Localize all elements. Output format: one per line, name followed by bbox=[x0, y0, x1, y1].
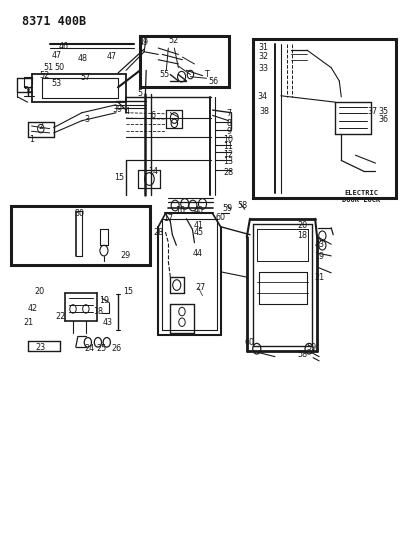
Text: 14: 14 bbox=[148, 166, 158, 175]
Text: 8371 400B: 8371 400B bbox=[21, 14, 85, 28]
Text: T: T bbox=[205, 70, 209, 79]
Text: 57: 57 bbox=[80, 72, 90, 82]
Text: 24: 24 bbox=[84, 344, 94, 353]
Text: 35: 35 bbox=[378, 107, 388, 116]
Text: 33: 33 bbox=[259, 64, 269, 72]
Text: 18: 18 bbox=[297, 231, 307, 240]
Text: 44: 44 bbox=[193, 249, 202, 259]
Text: 16: 16 bbox=[175, 206, 185, 215]
Text: 28: 28 bbox=[153, 228, 163, 237]
Text: 38: 38 bbox=[260, 107, 270, 116]
Text: 19: 19 bbox=[99, 296, 109, 305]
Text: 58: 58 bbox=[238, 201, 248, 210]
Text: 18: 18 bbox=[93, 306, 103, 316]
Text: 31: 31 bbox=[259, 43, 269, 52]
Text: 55: 55 bbox=[159, 69, 169, 78]
Text: 58: 58 bbox=[297, 350, 307, 359]
Text: 52: 52 bbox=[168, 36, 179, 45]
Text: 32: 32 bbox=[258, 52, 269, 61]
Text: 15: 15 bbox=[114, 173, 124, 182]
Bar bbox=[11, 206, 150, 265]
Text: 54: 54 bbox=[23, 86, 34, 95]
Text: 43: 43 bbox=[103, 318, 113, 327]
Text: 7: 7 bbox=[226, 109, 231, 118]
Text: 59: 59 bbox=[307, 343, 317, 352]
Text: 60: 60 bbox=[215, 213, 226, 222]
Text: 11: 11 bbox=[224, 142, 234, 151]
Text: 60: 60 bbox=[245, 338, 255, 348]
Text: 25: 25 bbox=[96, 344, 106, 353]
Text: 42: 42 bbox=[28, 304, 38, 313]
Text: 3: 3 bbox=[84, 115, 89, 124]
Text: 17: 17 bbox=[163, 214, 173, 223]
Text: 47: 47 bbox=[107, 52, 117, 61]
Text: 34: 34 bbox=[257, 92, 267, 101]
Text: 50: 50 bbox=[54, 63, 64, 71]
Text: 30: 30 bbox=[75, 209, 85, 218]
Text: 19: 19 bbox=[314, 253, 324, 262]
Text: 20: 20 bbox=[297, 221, 307, 230]
Text: 21: 21 bbox=[23, 318, 34, 327]
Text: 21: 21 bbox=[314, 272, 324, 281]
Text: 43: 43 bbox=[314, 240, 324, 249]
Text: 5: 5 bbox=[138, 89, 143, 98]
Text: 40: 40 bbox=[194, 206, 203, 215]
Text: 28: 28 bbox=[224, 167, 234, 176]
Bar bbox=[253, 38, 396, 198]
Text: 6: 6 bbox=[151, 111, 156, 120]
Text: 59: 59 bbox=[222, 204, 232, 213]
Text: 41: 41 bbox=[194, 221, 203, 230]
Text: 46: 46 bbox=[59, 42, 69, 51]
Text: 1: 1 bbox=[29, 135, 34, 144]
Bar bbox=[140, 36, 229, 87]
Text: 45: 45 bbox=[194, 228, 204, 237]
Text: 27: 27 bbox=[195, 283, 206, 292]
Text: 20: 20 bbox=[34, 287, 45, 296]
Text: 49: 49 bbox=[139, 38, 149, 47]
Text: 4: 4 bbox=[125, 107, 130, 116]
Text: 52: 52 bbox=[39, 71, 49, 80]
Text: 13: 13 bbox=[224, 157, 234, 166]
Text: 39: 39 bbox=[112, 105, 122, 114]
Text: 8: 8 bbox=[226, 119, 231, 128]
Text: 22: 22 bbox=[56, 312, 66, 321]
Text: 56: 56 bbox=[208, 77, 218, 86]
Text: 10: 10 bbox=[224, 135, 234, 144]
Text: 2: 2 bbox=[38, 122, 43, 131]
Text: 9: 9 bbox=[226, 127, 231, 136]
Text: 26: 26 bbox=[111, 344, 121, 353]
Text: 37: 37 bbox=[367, 107, 377, 116]
Text: 48: 48 bbox=[78, 54, 87, 62]
Text: 36: 36 bbox=[379, 115, 388, 124]
Text: 51: 51 bbox=[43, 63, 53, 71]
Text: 53: 53 bbox=[52, 79, 62, 88]
Text: 47: 47 bbox=[52, 51, 62, 60]
Text: 23: 23 bbox=[36, 343, 46, 352]
Text: 29: 29 bbox=[120, 251, 130, 260]
Text: ELECTRIC
DOOR LOCK: ELECTRIC DOOR LOCK bbox=[342, 190, 381, 203]
Text: 15: 15 bbox=[123, 287, 133, 296]
Text: 12: 12 bbox=[224, 150, 234, 159]
